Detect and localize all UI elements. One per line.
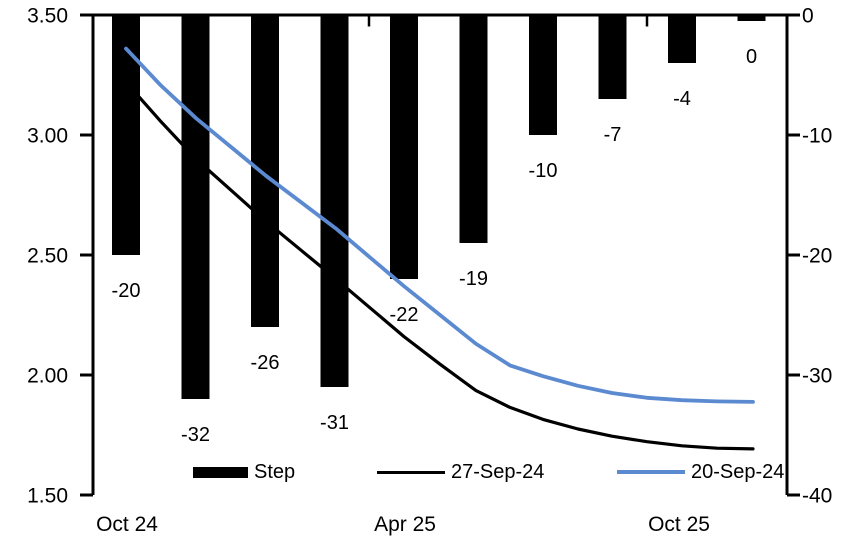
bar-data-label: 0 — [746, 46, 757, 68]
right-axis-tick-label: 0 — [802, 5, 814, 28]
right-axis-tick-label: -40 — [802, 485, 832, 508]
left-axis-tick-label: 2.00 — [27, 365, 68, 388]
series-line-20-Sep-24 — [124, 46, 755, 404]
left-axis-tick-label: 3.50 — [27, 5, 68, 28]
x-axis-label: Apr 25 — [374, 513, 436, 536]
bar-data-label: -7 — [604, 124, 622, 146]
x-axis-label: Oct 25 — [648, 513, 710, 536]
x-axis-label: Oct 24 — [96, 513, 158, 536]
legend-black-line-swatch — [377, 470, 445, 474]
legend-label-step: Step — [254, 461, 296, 483]
bar — [668, 15, 696, 63]
legend-blue-line-swatch — [617, 470, 685, 474]
bar — [181, 15, 210, 399]
left-axis-tick-label: 2.50 — [27, 245, 68, 268]
bar — [598, 15, 627, 99]
legend-item-27-sep-24: 27-Sep-24 — [377, 460, 544, 484]
bar-data-label: -4 — [673, 88, 691, 110]
bar-data-label: -20 — [112, 280, 141, 302]
bar-data-label: -32 — [181, 424, 210, 446]
legend-item-20-sep-24: 20-Sep-24 — [617, 460, 784, 484]
bar — [251, 15, 279, 327]
bar-data-label: -31 — [320, 412, 349, 434]
legend-bar-swatch — [193, 466, 248, 478]
bar-data-label: -26 — [251, 352, 280, 374]
legend-label-27-sep-24: 27-Sep-24 — [451, 461, 545, 483]
bar — [737, 15, 766, 21]
series-line-27-Sep-24 — [124, 80, 755, 451]
bar — [459, 15, 488, 243]
right-axis-tick-label: -30 — [802, 365, 832, 388]
bar — [112, 15, 140, 255]
legend-item-step: Step — [193, 460, 295, 484]
bar-data-label: -10 — [529, 160, 558, 182]
left-axis-tick-label: 3.00 — [27, 125, 68, 148]
bar-data-label: -22 — [390, 304, 419, 326]
bar — [320, 15, 349, 387]
right-axis-tick-label: -20 — [802, 245, 832, 268]
bar — [390, 15, 418, 279]
left-axis-tick-label: 1.50 — [27, 485, 68, 508]
right-axis-tick-label: -10 — [802, 125, 832, 148]
bar — [529, 15, 557, 135]
legend-label-20-sep-24: 20-Sep-24 — [691, 461, 785, 483]
bar-data-label: -19 — [459, 268, 488, 290]
